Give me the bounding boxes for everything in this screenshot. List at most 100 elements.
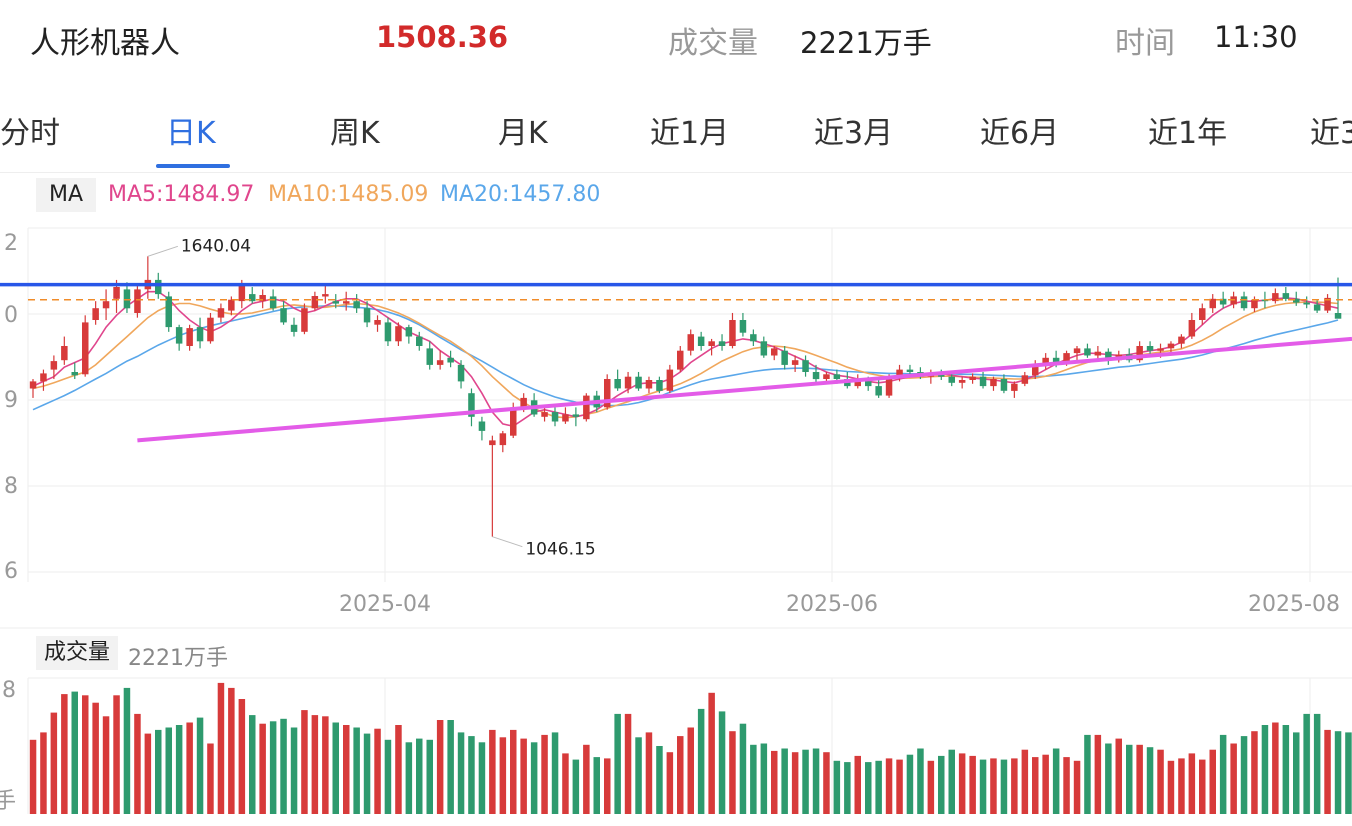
volume-bar [71,691,78,814]
candle [1011,381,1018,398]
tab-monthly-k[interactable]: 月K [498,116,548,151]
volume-bar [1199,759,1206,814]
candle [1209,294,1216,313]
candle-body [541,412,548,417]
volume-bar [447,720,454,814]
candle-body [604,379,611,408]
volume-bar [729,731,736,814]
volume-bar [1282,725,1290,814]
candle [457,360,465,389]
volume-bar [1209,749,1216,814]
tab-intraday[interactable]: 分时 [0,116,60,151]
volume-bar [1313,713,1321,814]
high-annotation-leader [147,245,178,257]
candle [1021,371,1029,387]
volume-bar [155,729,162,814]
candle-body [729,320,736,346]
tab-weekly-k[interactable]: 周K [330,116,380,151]
candle [1105,348,1112,365]
volume-bar [865,762,872,814]
volume-tag[interactable]: 成交量 [36,636,118,670]
tab-1-year[interactable]: 近1年 [1148,116,1228,151]
tab-daily-k[interactable]: 日K [166,116,216,151]
candle-body [82,322,89,375]
volume-bar [113,695,120,814]
candle [791,355,799,372]
candle-body [885,376,893,396]
candle [927,369,935,384]
candle [718,334,726,351]
volume-bar [1073,760,1081,814]
candle [875,379,882,398]
volume-bar [677,736,684,814]
candle-body [1000,379,1008,391]
volume-bar [666,752,674,814]
ma10-label: MA10:1485.09 [268,182,429,207]
volume-bar [885,758,893,814]
candle [301,303,308,335]
candle [645,376,653,394]
candle [259,289,266,309]
volume-bar [948,749,955,814]
candle [812,364,820,384]
candle-body [478,421,486,431]
candle [750,329,757,346]
candle-body [1209,298,1216,309]
candle-body [1157,348,1164,351]
candle-body [165,296,172,328]
candle-body [29,381,37,389]
index-price: 1508.36 [376,20,509,54]
candle-body [322,294,329,297]
candle [468,388,475,427]
volume-bar [875,760,882,814]
candle [781,346,788,370]
candle-body [781,350,788,365]
volume-bar [562,753,569,814]
volume-bar [249,715,256,814]
candle-body [687,334,694,351]
candle [572,407,580,427]
candle-body [562,414,569,422]
period-tabs: 分时 日K 周K 月K 近1月 近3月 近6月 近1年 近3 [0,96,1352,173]
candle [40,369,47,391]
candle [228,296,235,316]
low-annotation-leader [492,536,523,548]
candle-body [645,380,653,389]
candle [499,430,507,453]
volume-bar [969,755,976,814]
candle-body [102,301,110,309]
volume-bar [1324,729,1331,814]
candle-body [1178,336,1185,344]
candle-body [1052,357,1060,363]
volume-bar [572,759,580,814]
date-axis-labels: 2025-04 2025-06 2025-08 [339,592,1340,617]
volume-bar [144,733,152,814]
volume-bar [1115,738,1122,814]
grid-lines [0,227,1352,814]
tab-1-month[interactable]: 近1月 [650,116,730,151]
tab-3-years[interactable]: 近3 [1310,116,1352,151]
candle-body [1272,293,1279,302]
price-annotations: 1640.04 1046.15 [147,236,596,560]
volume-bar [812,748,820,814]
candle [447,350,454,368]
candle [363,301,371,328]
ma-tag[interactable]: MA [36,178,96,212]
tab-6-months[interactable]: 近6月 [980,116,1060,151]
volume-bar [436,720,444,814]
candle-body [865,381,872,387]
candle [1303,296,1310,309]
candle-body [1105,351,1112,361]
candle [969,373,976,384]
volume-bar [457,732,465,814]
candle-body [343,301,350,304]
candle-body [812,372,820,380]
volume-bar [384,739,392,814]
candle [1219,291,1227,309]
candle [82,315,89,377]
candle-body [958,380,966,383]
tab-3-months[interactable]: 近3月 [814,116,894,151]
candle-body [363,308,371,323]
volume-bar [551,732,559,814]
